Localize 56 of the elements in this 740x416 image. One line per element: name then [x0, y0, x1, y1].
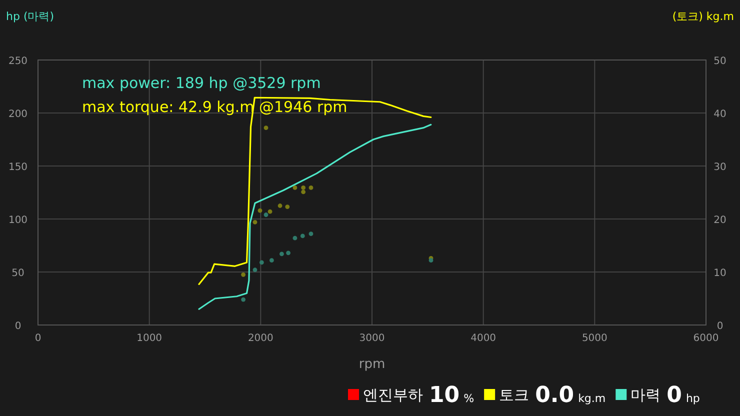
y-tick-label: 0	[14, 321, 22, 332]
point	[252, 268, 258, 272]
text: kg.m	[578, 392, 606, 405]
x-tick-label: 6000	[693, 333, 719, 344]
y-tick-label: 150	[8, 162, 28, 173]
point	[308, 186, 314, 190]
point	[280, 252, 284, 256]
point	[268, 209, 272, 214]
text: %	[464, 392, 474, 405]
point	[241, 272, 246, 277]
point	[258, 208, 262, 213]
y2-axis-title: (토크) kg.m	[672, 10, 734, 23]
point	[264, 126, 268, 130]
legend-label: 토크	[499, 386, 530, 404]
y2-tick-label: 10	[714, 268, 726, 279]
text: 0	[666, 383, 682, 408]
point	[286, 250, 290, 256]
line-series	[198, 124, 432, 310]
legend-label: 마력	[630, 386, 661, 404]
point	[301, 186, 306, 190]
point	[300, 234, 305, 238]
text: 엔진부하	[363, 386, 423, 404]
point	[278, 204, 282, 208]
point	[292, 186, 298, 190]
y-tick-label: 200	[8, 109, 28, 120]
point	[428, 258, 434, 263]
y-tick-label: 250	[8, 56, 28, 67]
x-tick-label: 3000	[359, 333, 385, 344]
y2-tick-label: 20	[714, 215, 726, 226]
point	[252, 220, 258, 224]
x-tick-label: 5000	[582, 333, 608, 344]
x-tick-label: 1000	[136, 333, 162, 344]
y2-tick-label: 30	[714, 162, 726, 173]
text: hp	[686, 392, 700, 405]
point	[264, 212, 268, 217]
point	[241, 297, 246, 302]
y-tick-label: 50	[12, 268, 24, 279]
text: 10	[429, 383, 460, 408]
point	[285, 204, 290, 210]
y2-tick-label: 0	[716, 321, 724, 332]
point	[259, 260, 264, 265]
annotation: max power: 189 hp @3529 rpm	[82, 74, 321, 92]
y2-tick-label: 50	[714, 56, 726, 67]
x-tick-label: 0	[34, 333, 42, 344]
point	[292, 236, 298, 240]
y2-tick-label: 40	[714, 109, 726, 120]
point	[301, 190, 306, 194]
text: 0.0	[535, 383, 574, 408]
x-axis-title: rpm	[358, 357, 386, 372]
y-tick-label: 100	[8, 215, 28, 226]
point	[269, 258, 274, 263]
x-tick-label: 4000	[470, 333, 496, 344]
point	[308, 232, 314, 236]
annotation: max torque: 42.9 kg.m @1946 rpm	[82, 98, 348, 116]
x-tick-label: 2000	[248, 333, 274, 344]
y-axis-title: hp (마력)	[6, 10, 54, 23]
